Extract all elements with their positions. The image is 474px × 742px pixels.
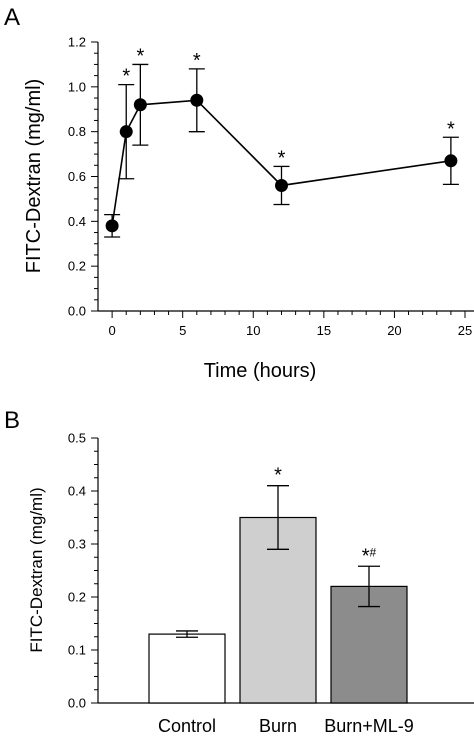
- category-label: Control: [158, 716, 216, 736]
- y-tick-label: 0.4: [68, 484, 86, 499]
- data-point: [190, 93, 204, 107]
- data-point: [119, 125, 133, 139]
- x-tick-label: 20: [387, 323, 401, 338]
- significance-marker: *: [274, 465, 282, 487]
- significance-marker: *: [278, 147, 286, 169]
- y-tick-label: 0.4: [68, 214, 86, 229]
- y-tick-label: 0.0: [68, 304, 86, 319]
- panel-a-y-label: FITC-Dextran (mg/ml): [23, 79, 45, 273]
- y-tick-label: 0.0: [68, 696, 86, 711]
- y-tick-label: 1.0: [68, 79, 86, 94]
- panel-a-letter: A: [4, 4, 20, 31]
- data-point: [444, 154, 458, 168]
- y-tick-label: 0.6: [68, 169, 86, 184]
- significance-marker: *: [193, 50, 201, 72]
- bar: [148, 633, 226, 704]
- y-tick-label: 0.2: [68, 259, 86, 274]
- significance-marker: *: [447, 118, 455, 140]
- panel-b-bars: Control * Burn *# Burn+ML-9: [148, 465, 414, 736]
- panel-b: 0.0 0.1 0.2 0.3 0.4 0.5 Control * Burn *# Burn+ML…: [27, 431, 474, 736]
- significance-marker: *#: [362, 545, 377, 567]
- category-label: Burn+ML-9: [324, 716, 414, 736]
- panel-a-y-ticks: 0.0 0.2 0.4 0.6 0.8 1.0 1.2: [68, 35, 98, 319]
- y-tick-label: 0.3: [68, 537, 86, 552]
- panel-b-y-ticks: 0.0 0.1 0.2 0.3 0.4 0.5: [68, 431, 98, 711]
- y-tick-label: 0.5: [68, 431, 86, 446]
- x-tick-label: 25: [458, 323, 472, 338]
- data-point: [275, 178, 288, 192]
- panel-a-x-label: Time (hours): [204, 360, 317, 382]
- significance-marker: *: [136, 45, 144, 67]
- panel-a: 0.0 0.2 0.4 0.6 0.8 1.0 1.2 0 5 10 15 20 25 * * * * * T…: [23, 35, 474, 382]
- data-point: [105, 219, 119, 233]
- panel-b-letter: B: [4, 407, 20, 434]
- significance-marker: *: [122, 66, 130, 88]
- x-tick-label: 10: [246, 323, 260, 338]
- x-tick-label: 5: [179, 323, 186, 338]
- panel-a-x-ticks: 0 5 10 15 20 25: [108, 311, 472, 338]
- y-tick-label: 0.1: [68, 643, 86, 658]
- y-tick-label: 0.2: [68, 590, 86, 605]
- y-tick-label: 1.2: [68, 35, 86, 50]
- panel-b-y-label: FITC-Dextran (mg/ml): [27, 487, 46, 652]
- panel-a-series-line: [111, 99, 451, 226]
- x-tick-label: 15: [317, 323, 331, 338]
- category-label: Burn: [259, 716, 297, 736]
- data-point: [133, 98, 147, 112]
- y-tick-label: 0.8: [68, 124, 86, 139]
- panel-a-points: * * * * *: [104, 45, 459, 238]
- x-tick-label: 0: [108, 323, 115, 338]
